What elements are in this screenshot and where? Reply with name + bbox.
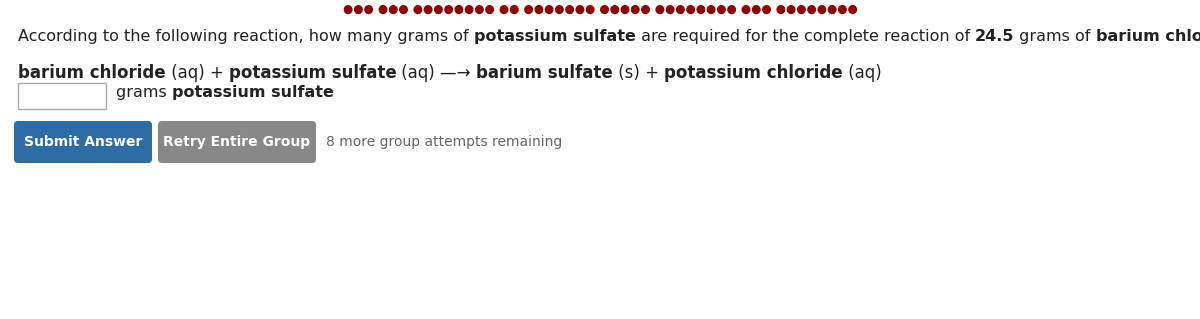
Text: potassium sulfate: potassium sulfate	[229, 64, 396, 82]
Text: (s) +: (s) +	[613, 64, 665, 82]
Text: potassium sulfate: potassium sulfate	[474, 29, 636, 44]
Text: (aq): (aq)	[842, 64, 882, 82]
Text: potassium sulfate: potassium sulfate	[172, 85, 334, 100]
FancyBboxPatch shape	[14, 121, 152, 163]
Text: (aq) —→: (aq) —→	[396, 64, 476, 82]
Text: grams: grams	[116, 85, 172, 100]
Text: barium chloride: barium chloride	[1096, 29, 1200, 44]
Text: 24.5: 24.5	[974, 29, 1014, 44]
Text: Submit Answer: Submit Answer	[24, 135, 142, 149]
Text: ●●● ●●● ●●●●●●●● ●● ●●●●●●● ●●●●● ●●●●●●●● ●●● ●●●●●●●●: ●●● ●●● ●●●●●●●● ●● ●●●●●●● ●●●●● ●●●●●●…	[343, 3, 857, 16]
Text: Retry Entire Group: Retry Entire Group	[163, 135, 311, 149]
Text: 8 more group attempts remaining: 8 more group attempts remaining	[326, 135, 563, 149]
Text: (aq) +: (aq) +	[166, 64, 229, 82]
FancyBboxPatch shape	[158, 121, 316, 163]
Text: barium sulfate: barium sulfate	[476, 64, 613, 82]
FancyBboxPatch shape	[18, 83, 106, 109]
Text: potassium chloride: potassium chloride	[665, 64, 842, 82]
Text: grams of: grams of	[1014, 29, 1096, 44]
Text: According to the following reaction, how many grams of: According to the following reaction, how…	[18, 29, 474, 44]
Text: are required for the complete reaction of: are required for the complete reaction o…	[636, 29, 974, 44]
Text: barium chloride: barium chloride	[18, 64, 166, 82]
